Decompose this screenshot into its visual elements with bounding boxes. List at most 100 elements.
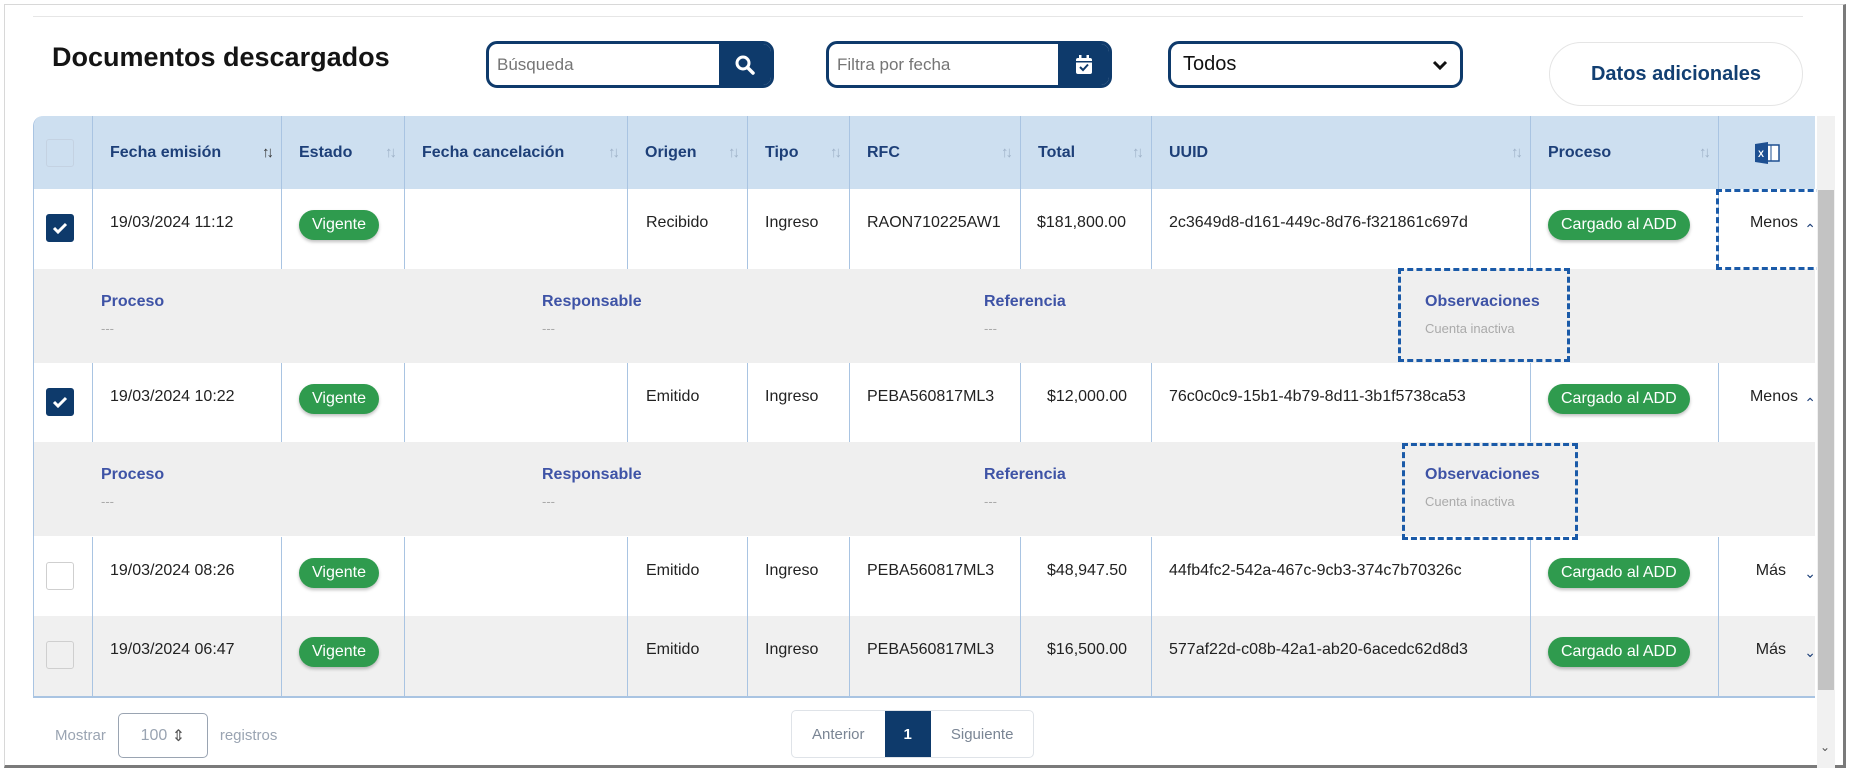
detail-referencia: Referencia --- — [984, 293, 1066, 336]
page-size-select[interactable]: 100 ⇕ — [117, 713, 208, 758]
sort-icon[interactable]: ↑↓ — [262, 144, 274, 161]
row-checkbox[interactable] — [46, 214, 74, 242]
col-fecha-cancelacion[interactable]: Fecha cancelación ↑↓ — [405, 116, 628, 189]
next-page-button[interactable]: Siguiente — [950, 725, 1014, 743]
chevron-up-icon[interactable]: ⌃ — [1804, 221, 1815, 237]
sort-icon[interactable]: ↑↓ — [1132, 144, 1144, 161]
select-all-checkbox[interactable] — [46, 138, 74, 167]
search-icon — [735, 55, 755, 75]
cell-toggle[interactable]: Más ⌄ — [1719, 616, 1815, 696]
detail-value: --- — [984, 321, 997, 336]
more-toggle[interactable]: Más — [1755, 641, 1786, 658]
detail-label: Proceso — [101, 293, 165, 310]
show-label: Mostrar — [55, 727, 106, 744]
excel-icon[interactable]: X — [1754, 141, 1781, 164]
cell-proceso: Cargado al ADD — [1531, 616, 1719, 696]
sort-icon[interactable]: ↑↓ — [385, 144, 397, 161]
col-label: Estado — [299, 143, 353, 161]
status-filter-value: Todos — [1183, 53, 1237, 75]
table-row[interactable]: 19/03/2024 11:12 Vigente Recibido Ingres… — [34, 189, 1815, 269]
highlight-box — [1398, 268, 1570, 362]
status-filter-select[interactable]: Todos — [1168, 41, 1463, 88]
col-fecha-emision[interactable]: Fecha emisión ↑↓ — [93, 116, 282, 189]
col-uuid[interactable]: UUID ↑↓ — [1152, 116, 1531, 189]
col-estado[interactable]: Estado ↑↓ — [282, 116, 405, 189]
detail-responsable: Responsable --- — [542, 466, 642, 509]
date-filter[interactable] — [826, 41, 1112, 88]
cell-fecha: 19/03/2024 10:22 — [93, 363, 282, 442]
scroll-down-icon[interactable]: ⌄ — [1820, 740, 1831, 754]
cell-proceso: Cargado al ADD — [1531, 537, 1719, 616]
row-select-cell — [34, 537, 93, 616]
row-checkbox[interactable] — [46, 388, 74, 416]
sort-icon[interactable]: ↑↓ — [608, 144, 620, 161]
chevron-down-icon[interactable]: ⌄ — [1804, 565, 1815, 581]
scrollbar-thumb[interactable] — [1818, 190, 1834, 690]
less-toggle[interactable]: Menos — [1749, 388, 1798, 405]
detail-observaciones: Observaciones Cuenta inactiva — [1425, 466, 1540, 509]
cell-proceso: Cargado al ADD — [1531, 189, 1719, 269]
cell-estado: Vigente — [282, 616, 405, 696]
search-button[interactable] — [719, 44, 771, 85]
process-badge: Cargado al ADD — [1548, 384, 1690, 414]
cell-tipo: Ingreso — [748, 537, 850, 616]
additional-data-button[interactable]: Datos adicionales — [1549, 42, 1803, 106]
cell-total: $12,000.00 — [1021, 363, 1152, 442]
cell-toggle[interactable]: Más ⌄ — [1719, 537, 1815, 616]
process-badge: Cargado al ADD — [1548, 558, 1690, 588]
check-icon — [52, 396, 68, 408]
prev-page-button[interactable]: Anterior — [812, 725, 865, 743]
detail-label: Observaciones — [1425, 293, 1540, 310]
col-origen[interactable]: Origen ↑↓ — [628, 116, 748, 189]
search-input[interactable] — [489, 44, 719, 85]
sort-icon[interactable]: ↑↓ — [1511, 144, 1523, 161]
detail-label: Proceso — [101, 466, 165, 483]
col-label: Proceso — [1548, 143, 1612, 161]
pagination: Anterior 1 Siguiente — [791, 710, 1035, 758]
sort-icon[interactable]: ↑↓ — [830, 144, 842, 161]
sort-icon[interactable]: ↑↓ — [1001, 144, 1013, 161]
row-detail: Proceso --- Responsable --- Referencia --- … — [34, 269, 1815, 363]
row-select-cell — [34, 189, 93, 269]
col-total[interactable]: Total ↑↓ — [1021, 116, 1152, 189]
table-row[interactable]: 19/03/2024 10:22 Vigente Emitido Ingreso… — [34, 363, 1815, 442]
col-proceso[interactable]: Proceso ↑↓ — [1531, 116, 1719, 189]
status-badge: Vigente — [299, 637, 379, 667]
detail-value: --- — [984, 494, 997, 509]
cell-origen: Emitido — [628, 537, 748, 616]
col-label: UUID — [1169, 143, 1209, 161]
date-filter-input[interactable] — [829, 44, 1058, 85]
highlight-box — [1402, 443, 1578, 540]
col-label: Tipo — [765, 143, 799, 161]
calendar-button[interactable] — [1058, 44, 1109, 85]
chevron-up-icon[interactable]: ⌃ — [1804, 395, 1815, 411]
col-tipo[interactable]: Tipo ↑↓ — [748, 116, 850, 189]
table-row[interactable]: 19/03/2024 08:26 Vigente Emitido Ingreso… — [34, 537, 1815, 616]
cell-tipo: Ingreso — [748, 363, 850, 442]
sort-icon[interactable]: ↑↓ — [1699, 144, 1711, 161]
cell-toggle[interactable]: Menos ⌃ — [1719, 363, 1815, 442]
col-rfc[interactable]: RFC ↑↓ — [850, 116, 1021, 189]
col-label: Fecha emisión — [110, 143, 222, 161]
table-row[interactable]: 19/03/2024 06:47 Vigente Emitido Ingreso… — [34, 616, 1815, 696]
col-label: Origen — [645, 143, 697, 161]
chevron-down-icon[interactable]: ⌄ — [1804, 644, 1815, 660]
sort-icon[interactable]: ↑↓ — [728, 144, 740, 161]
more-toggle[interactable]: Más — [1755, 562, 1786, 579]
page-1-button[interactable]: 1 — [884, 711, 931, 757]
row-checkbox[interactable] — [46, 641, 74, 669]
status-badge: Vigente — [299, 210, 379, 240]
cell-total: $16,500.00 — [1021, 616, 1152, 696]
detail-label: Referencia — [984, 293, 1066, 310]
detail-label: Referencia — [984, 466, 1066, 483]
detail-responsable: Responsable --- — [542, 293, 642, 336]
cell-cancelacion — [405, 363, 628, 442]
detail-observaciones: Observaciones Cuenta inactiva — [1425, 293, 1540, 336]
cell-toggle[interactable]: Menos ⌃ — [1719, 189, 1815, 269]
detail-value: Cuenta inactiva — [1425, 321, 1515, 336]
search-box[interactable] — [486, 41, 774, 88]
cell-total: $48,947.50 — [1021, 537, 1152, 616]
detail-label: Observaciones — [1425, 466, 1540, 483]
less-toggle[interactable]: Menos — [1749, 214, 1798, 231]
row-checkbox[interactable] — [46, 562, 74, 590]
